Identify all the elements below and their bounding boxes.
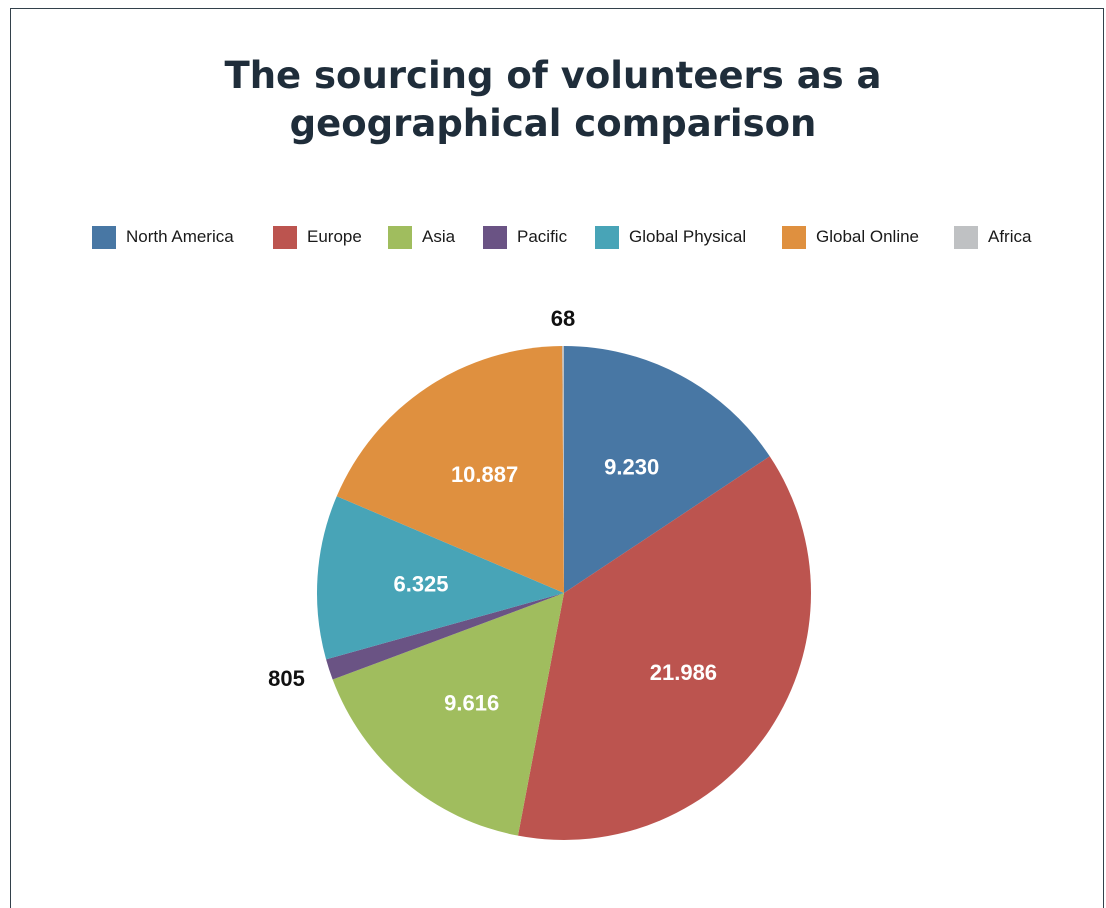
chart-frame: [10, 8, 1104, 908]
legend-label: Asia: [422, 227, 456, 246]
legend-item-north-america[interactable]: North America: [92, 224, 234, 250]
data-label-global-online: 10.887: [451, 462, 518, 487]
legend-swatch: [483, 225, 507, 249]
data-label-asia: 9.616: [444, 691, 499, 716]
data-label-europe: 21.986: [650, 660, 717, 685]
pie-slice-europe[interactable]: [517, 456, 811, 840]
legend-swatch: [388, 225, 412, 249]
legend-label: Global Physical: [629, 227, 747, 246]
data-label-pacific: 805: [268, 666, 305, 691]
data-label-global-physical: 6.325: [393, 572, 448, 597]
data-label-north-america: 9.230: [604, 455, 659, 480]
data-label-africa: 68: [551, 306, 575, 331]
legend-item-africa[interactable]: Africa: [954, 224, 1031, 250]
legend-label: Europe: [307, 227, 362, 246]
legend-item-global-physical[interactable]: Global Physical: [595, 224, 746, 250]
chart-title-line-1: The sourcing of volunteers as a: [224, 54, 882, 97]
legend-item-europe[interactable]: Europe: [273, 224, 362, 250]
legend-label: North America: [126, 227, 234, 246]
pie-slice-north-america[interactable]: [564, 346, 770, 593]
legend-label: Global Online: [816, 227, 920, 246]
chart-title-line-2: geographical comparison: [289, 102, 817, 145]
legend-swatch: [92, 225, 116, 249]
pie-slice-asia[interactable]: [332, 593, 564, 836]
pie-slice-global-physical[interactable]: [316, 496, 564, 660]
pie-slice-pacific[interactable]: [326, 593, 564, 680]
legend-swatch: [782, 225, 806, 249]
legend-swatch: [595, 225, 619, 249]
pie-slice-global-online[interactable]: [336, 346, 564, 593]
legend-item-pacific[interactable]: Pacific: [483, 224, 567, 250]
chart-title: The sourcing of volunteers as a geograph…: [0, 52, 1106, 148]
pie-slice-africa[interactable]: [562, 346, 564, 593]
legend-swatch: [273, 225, 297, 249]
legend-item-global-online[interactable]: Global Online: [782, 224, 919, 250]
legend-item-asia[interactable]: Asia: [388, 224, 455, 250]
legend-label: Pacific: [517, 227, 568, 246]
legend-label: Africa: [988, 227, 1032, 246]
legend-swatch: [954, 225, 978, 249]
